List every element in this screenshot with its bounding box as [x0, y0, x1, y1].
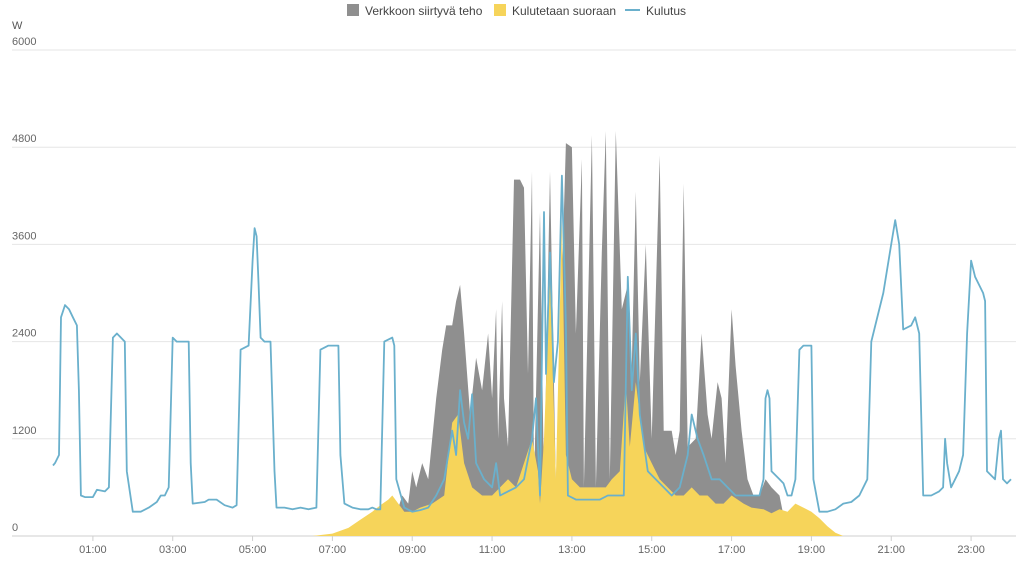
x-tick-label: 21:00 [877, 544, 905, 556]
legend[interactable]: Verkkoon siirtyvä teho Kulutetaan suoraa… [347, 4, 686, 18]
y-tick-labels: 0 1200 2400 3600 4800 6000 [12, 36, 36, 534]
x-tick-label: 19:00 [798, 544, 826, 556]
series-layer [52, 131, 1012, 536]
x-tick-label: 15:00 [638, 544, 666, 556]
x-tick-label: 07:00 [319, 544, 347, 556]
x-tick-label: 17:00 [718, 544, 746, 556]
x-tick-label: 09:00 [398, 544, 426, 556]
x-tick-label: 23:00 [957, 544, 985, 556]
series-consumption-line [52, 174, 1012, 513]
x-tick-labels: 01:00 03:00 05:00 07:00 09:00 11:00 13:00 15:00… [79, 536, 985, 556]
x-tick-label: 11:00 [479, 544, 506, 556]
y-tick-label: 6000 [12, 36, 36, 48]
y-tick-label: 4800 [12, 133, 36, 145]
legend-label-consumption: Kulutus [646, 4, 686, 18]
y-tick-label: 3600 [12, 230, 36, 242]
legend-item-grid-export[interactable]: Verkkoon siirtyvä teho [347, 4, 483, 18]
x-tick-label: 01:00 [79, 544, 107, 556]
legend-swatch-grid-export [347, 4, 359, 16]
legend-item-consumption[interactable]: Kulutus [625, 4, 686, 18]
legend-swatch-direct-use [494, 4, 506, 16]
legend-label-direct-use: Kulutetaan suoraan [512, 4, 616, 18]
y-tick-label: 1200 [12, 425, 36, 437]
legend-item-direct-use[interactable]: Kulutetaan suoraan [494, 4, 616, 18]
y-tick-label: 0 [12, 522, 18, 534]
x-tick-label: 03:00 [159, 544, 187, 556]
x-tick-label: 13:00 [558, 544, 586, 556]
x-tick-label: 05:00 [239, 544, 267, 556]
y-axis-unit: W [12, 20, 23, 32]
legend-label-grid-export: Verkkoon siirtyvä teho [365, 4, 483, 18]
series-grid-export-area [392, 131, 788, 536]
y-tick-label: 2400 [12, 328, 36, 340]
